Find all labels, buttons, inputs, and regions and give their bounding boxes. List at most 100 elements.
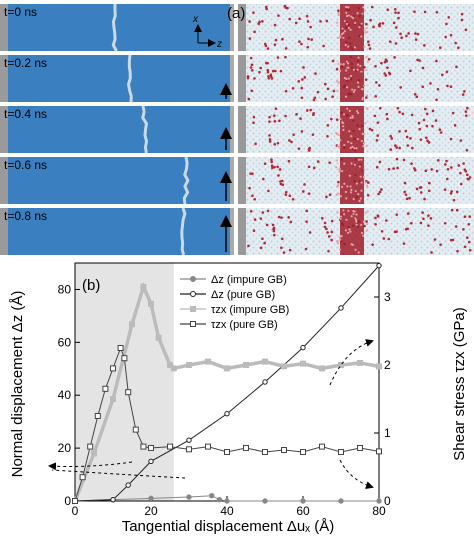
time-label: t=0.6 ns: [4, 158, 47, 172]
data-point: [209, 493, 215, 499]
legend-entry: τzx (impure GB): [180, 304, 289, 316]
data-point: [148, 495, 154, 502]
panel-a-label: (a): [227, 5, 245, 22]
md-strip-left: [0, 105, 234, 154]
data-point: [167, 362, 173, 368]
time-labels: t=0 ns t=0.2 ns t=0.4 ns t=0.6 ns t=0.8 ns: [4, 5, 47, 223]
data-point: [148, 444, 154, 451]
time-label: t=0 ns: [4, 5, 37, 19]
y2-tick-label: 0: [384, 494, 391, 508]
data-point: [170, 365, 177, 372]
data-point: [94, 413, 101, 419]
series-3: [72, 345, 382, 504]
data-point: [148, 300, 154, 307]
axis-z-label: z: [216, 39, 222, 50]
data-point: [224, 365, 230, 372]
right-strips: [238, 4, 474, 255]
x-tick-label: 80: [372, 504, 386, 518]
data-point: [125, 389, 132, 396]
data-point: [357, 359, 363, 366]
x-tick-label: 20: [144, 504, 158, 518]
arrow-to-left-axis: [48, 461, 133, 471]
y-tick-label: 0: [64, 494, 71, 508]
legend-entry: Δz (impure GB): [180, 274, 287, 286]
data-point: [72, 498, 78, 504]
series-1: [72, 262, 382, 504]
md-strip-right: [238, 106, 474, 153]
axis-glyph: x z: [192, 14, 222, 50]
panel-b-label: (b): [82, 277, 100, 294]
data-point: [132, 426, 139, 433]
data-point: [319, 365, 325, 372]
md-strip-left: [0, 156, 234, 205]
y-axis-label-left: Normal displacement Δz (Å): [9, 291, 26, 478]
panel-a: t=0 ns t=0.2 ns t=0.4 ns t=0.6 ns t=0.8 ns x…: [0, 0, 474, 262]
data-point: [205, 358, 211, 365]
y-tick-label: 20: [58, 441, 72, 455]
data-point: [376, 448, 382, 455]
data-point: [186, 437, 192, 443]
x-tick-label: 40: [220, 504, 234, 518]
data-point: [216, 496, 223, 503]
data-point: [300, 498, 306, 504]
x-axis-label: Tangential displacement Δuₓ (Å): [122, 518, 335, 535]
data-point: [129, 321, 135, 328]
data-point: [262, 449, 268, 456]
md-strip-left: [0, 207, 234, 256]
legend-label: τzx (impure GB): [211, 304, 289, 316]
data-point: [281, 447, 287, 453]
data-point: [79, 474, 86, 481]
legend-entry: τzx (pure GB): [180, 319, 278, 331]
data-point: [140, 443, 147, 450]
y2-tick-label: 1: [384, 426, 391, 440]
series-2: [72, 281, 382, 504]
series-line: [74, 346, 380, 502]
arrow-to-right-axis-top: [329, 339, 374, 386]
data-point: [262, 498, 268, 504]
time-label: t=0.8 ns: [4, 209, 47, 223]
data-point: [91, 450, 97, 457]
left-strips: [0, 3, 234, 256]
md-strip-right: [238, 208, 474, 255]
data-point: [186, 362, 192, 368]
data-point: [376, 498, 382, 504]
y2-tick-label: 3: [384, 290, 391, 304]
data-point: [117, 345, 124, 351]
data-point: [102, 385, 109, 392]
legend: Δz (impure GB) Δz (pure GB) τzx (impure GB…: [180, 274, 289, 331]
y-axis-label-right: Shear stress τzx (GPa): [451, 307, 468, 460]
md-strip-right: [238, 4, 474, 51]
legend-label: Δz (impure GB): [211, 274, 287, 286]
axis-x-label: x: [192, 14, 199, 25]
data-point: [186, 494, 192, 500]
arrow-left-axis-from-impure: [51, 469, 186, 479]
md-strip-right: [238, 157, 474, 204]
data-point: [186, 446, 192, 453]
data-point: [300, 449, 306, 456]
data-point: [281, 363, 287, 370]
legend-entry: Δz (pure GB): [180, 289, 275, 301]
data-point: [376, 262, 382, 269]
data-point: [243, 362, 249, 368]
y2-tick-label: 2: [384, 358, 391, 372]
data-point: [110, 396, 116, 402]
data-point: [224, 449, 230, 456]
series-line: [74, 265, 380, 502]
data-point: [262, 379, 268, 385]
y-tick-label: 80: [58, 282, 72, 296]
data-point: [140, 283, 147, 290]
legend-label: Δz (pure GB): [211, 289, 275, 301]
legend-label: τzx (pure GB): [211, 319, 278, 331]
md-strip-right: [238, 55, 474, 102]
time-label: t=0.2 ns: [4, 56, 47, 70]
data-point: [300, 344, 306, 351]
data-point: [262, 358, 268, 365]
data-point: [224, 411, 230, 417]
x-tick-label: 0: [72, 504, 79, 518]
data-point: [87, 443, 94, 450]
data-point: [110, 496, 116, 503]
data-point: [121, 355, 128, 362]
data-point: [338, 449, 344, 456]
